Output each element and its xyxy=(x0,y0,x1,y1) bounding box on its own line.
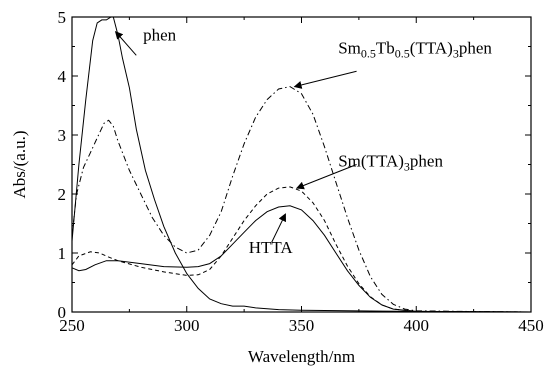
x-tick-label: 450 xyxy=(518,316,544,335)
annot-subscript: 3 xyxy=(453,47,459,61)
y-tick-label: 1 xyxy=(58,244,67,263)
annot-part: phen xyxy=(459,39,493,58)
y-tick-label: 4 xyxy=(58,67,67,86)
annot-subscript: 3 xyxy=(404,159,410,173)
y-tick-label: 2 xyxy=(58,185,67,204)
plot-lines xyxy=(71,16,532,313)
y-tick-label: 0 xyxy=(58,303,67,322)
annotation-arrow xyxy=(293,70,357,89)
x-axis-label: Wavelength/nm xyxy=(248,347,355,366)
annotation-arrow xyxy=(271,213,286,243)
series-line-2 xyxy=(71,186,532,313)
annotation-arrow xyxy=(114,30,137,56)
annot-label-sm-tb-tta-phen: Sm0.5Tb0.5(TTA)3phen xyxy=(338,39,492,61)
y-axis-label: Abs/(a.u.) xyxy=(10,131,29,199)
annot-part: phen xyxy=(410,151,444,170)
annot-subscript: 0.5 xyxy=(361,47,376,61)
annot-part: Sm xyxy=(338,39,361,58)
annot-label-sm-tta-phen: Sm(TTA)3phen xyxy=(338,151,443,173)
x-tick-label: 250 xyxy=(59,316,85,335)
annot-label-phen: phen xyxy=(143,26,177,45)
y-tick-label: 5 xyxy=(58,8,67,27)
plot-frame xyxy=(71,16,532,313)
series-line-1 xyxy=(71,86,532,313)
annot-part: Tb xyxy=(376,39,395,58)
series-line-0 xyxy=(71,16,532,313)
ticks xyxy=(71,16,532,313)
annot-subscript: 0.5 xyxy=(395,47,410,61)
annot-part: (TTA) xyxy=(410,39,453,58)
y-tick-label: 3 xyxy=(58,126,67,145)
x-tick-label: 400 xyxy=(404,316,430,335)
x-tick-label: 350 xyxy=(289,316,315,335)
tick-labels: 250 300 350 400 450 0 1 2 3 4 5 xyxy=(58,8,544,335)
series-line-3 xyxy=(71,205,532,313)
annotations: phen Sm0.5Tb0.5(TTA)3phen Sm(TTA)3phen H… xyxy=(114,26,492,257)
annot-label-htta: HTTA xyxy=(249,238,294,257)
x-tick-label: 300 xyxy=(174,316,200,335)
annotation-arrow xyxy=(295,164,357,190)
